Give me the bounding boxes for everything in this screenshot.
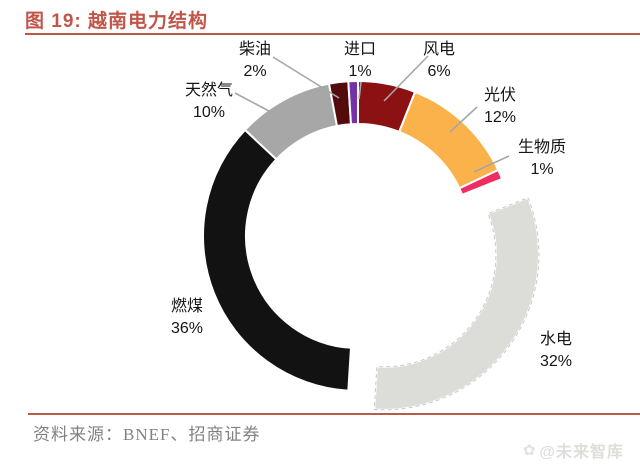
donut-slice-biomass <box>457 168 504 197</box>
watermark-text: @未来智库 <box>539 444 624 461</box>
watermark: ✿ @未来智库 <box>523 438 624 462</box>
label-wind: 风电 6% <box>391 39 487 83</box>
footer-rule <box>28 413 640 415</box>
label-wind-pct: 6% <box>427 63 451 80</box>
label-gas-pct: 10% <box>192 104 226 121</box>
donut-slice-import <box>347 79 359 126</box>
leader-line-gas <box>234 92 285 120</box>
figure-title: 图 19: 越南电力结构 <box>25 11 209 32</box>
label-import-name: 进口 <box>343 41 376 58</box>
label-gas: 天然气 10% <box>161 80 257 124</box>
label-solar-pct: 12% <box>483 109 517 126</box>
label-coal-name: 燃煤 <box>170 298 203 315</box>
label-wind-name: 风电 <box>422 41 455 58</box>
label-biomass-name: 生物质 <box>517 139 566 156</box>
source-text: 资料来源：BNEF、招商证券 <box>33 425 261 444</box>
label-solar-name: 光伏 <box>483 87 516 104</box>
leader-line-diesel <box>272 56 340 99</box>
label-import-pct: 1% <box>348 63 372 80</box>
leader-line-import <box>358 81 362 100</box>
label-biomass: 生物质 1% <box>494 137 590 181</box>
title-underline <box>25 33 640 35</box>
label-coal: 燃煤 36% <box>139 296 235 340</box>
label-gas-name: 天然气 <box>184 82 233 99</box>
label-diesel-name: 柴油 <box>238 41 271 58</box>
label-solar: 光伏 12% <box>452 85 548 129</box>
label-hydro-pct: 32% <box>539 353 573 370</box>
label-hydro: 水电 32% <box>508 329 604 373</box>
label-biomass-pct: 1% <box>530 161 554 178</box>
donut-slice-hydro <box>373 196 540 411</box>
label-diesel-pct: 2% <box>243 63 267 80</box>
watermark-logo-icon: ✿ <box>522 442 537 459</box>
donut-slice-coal <box>202 128 353 392</box>
label-diesel: 柴油 2% <box>207 39 303 83</box>
donut-slice-hydro-dashed-outline <box>373 197 540 411</box>
label-hydro-name: 水电 <box>539 331 572 348</box>
label-import: 进口 1% <box>312 39 408 83</box>
leader-line-biomass <box>473 155 510 173</box>
leader-line-solar <box>449 106 478 133</box>
label-coal-pct: 36% <box>170 320 204 337</box>
leader-line-wind <box>383 55 429 102</box>
